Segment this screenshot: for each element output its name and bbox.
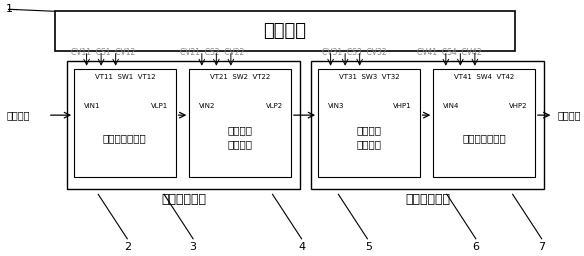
Text: 7: 7	[538, 242, 545, 252]
Text: 输出信号: 输出信号	[557, 110, 580, 120]
Text: 6: 6	[472, 242, 479, 252]
Text: 第二忆阻器电路: 第二忆阻器电路	[462, 133, 506, 143]
Text: VIN4: VIN4	[443, 103, 459, 109]
Bar	[311, 61, 544, 189]
Text: CV21  CS2  CV22: CV21 CS2 CV22	[180, 48, 245, 57]
Bar	[189, 69, 291, 177]
Bar	[433, 69, 535, 177]
Text: 1: 1	[6, 4, 13, 14]
Text: VT41  SW4  VT42: VT41 SW4 VT42	[454, 73, 514, 80]
Bar	[74, 69, 176, 177]
Text: 5: 5	[365, 242, 372, 252]
Text: VLP1: VLP1	[151, 103, 168, 109]
Text: VIN3: VIN3	[328, 103, 344, 109]
Text: VLP2: VLP2	[266, 103, 283, 109]
Bar	[55, 11, 515, 51]
Text: CV31  CS3  CV32: CV31 CS3 CV32	[322, 48, 387, 57]
Text: 2: 2	[124, 242, 131, 252]
Text: CV41  CS4  CV42: CV41 CS4 CV42	[418, 48, 482, 57]
Text: 第一忆容: 第一忆容	[228, 125, 252, 135]
Text: CV11  CS1  CV12: CV11 CS1 CV12	[71, 48, 135, 57]
Text: VHP1: VHP1	[393, 103, 412, 109]
Text: VIN1: VIN1	[84, 103, 100, 109]
Text: 等效电路: 等效电路	[356, 139, 381, 149]
Text: 3: 3	[190, 242, 197, 252]
Bar	[67, 61, 300, 189]
Text: VIN2: VIN2	[199, 103, 215, 109]
Text: 高通滤波模块: 高通滤波模块	[405, 193, 450, 206]
Text: 控制模块: 控制模块	[263, 22, 306, 40]
Text: VT31  SW3  VT32: VT31 SW3 VT32	[339, 73, 399, 80]
Text: VT21  SW2  VT22: VT21 SW2 VT22	[210, 73, 270, 80]
Text: 低通滤波模块: 低通滤波模块	[161, 193, 206, 206]
Text: 4: 4	[298, 242, 305, 252]
Text: 第二忆容: 第二忆容	[356, 125, 381, 135]
Text: VHP2: VHP2	[509, 103, 527, 109]
Text: 等效电路: 等效电路	[228, 139, 252, 149]
Text: 输入信号: 输入信号	[6, 110, 30, 120]
Bar	[318, 69, 420, 177]
Text: 第一忆阻器电路: 第一忆阻器电路	[103, 133, 147, 143]
Text: VT11  SW1  VT12: VT11 SW1 VT12	[95, 73, 155, 80]
